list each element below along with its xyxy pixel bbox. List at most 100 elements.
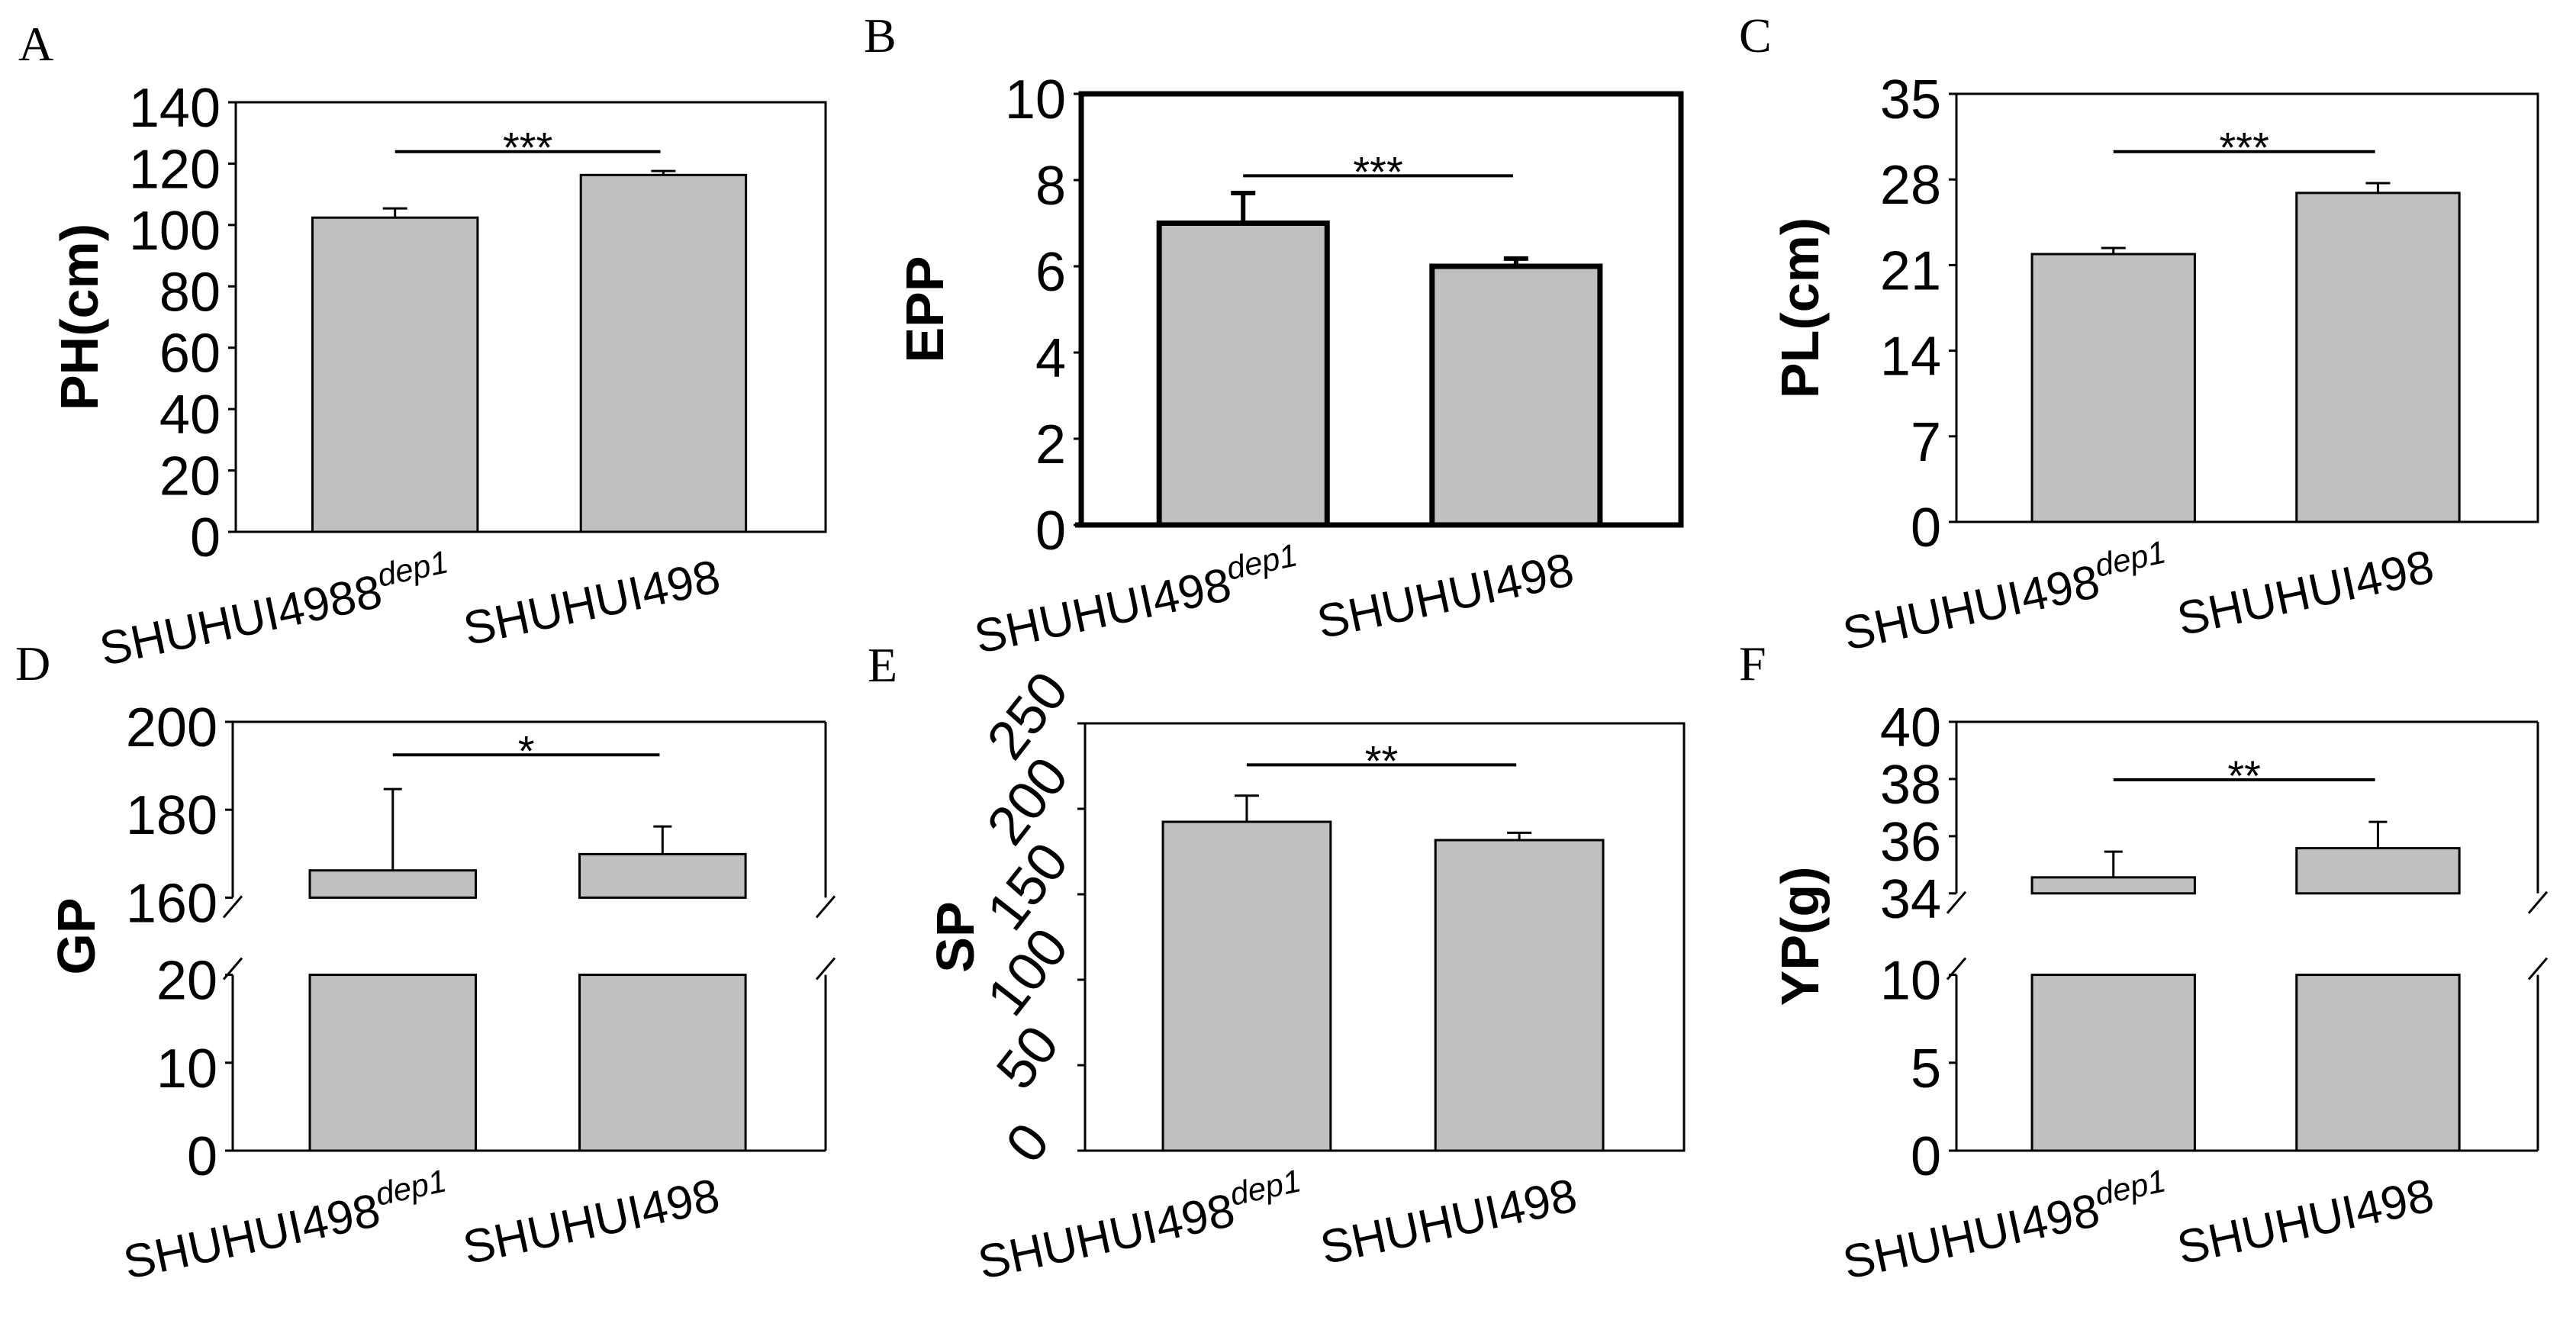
axis-break-mark: [815, 957, 836, 981]
y-tick-label: 21: [1880, 240, 1941, 301]
y-tick-label: 80: [159, 262, 221, 323]
x-category-label: SHUHUI4988dep1: [94, 543, 456, 676]
category-name: SHUHUI498: [459, 550, 725, 655]
y-tick-label: 250: [975, 661, 1080, 771]
category-name: SHUHUI498: [1838, 555, 2104, 661]
category-name: SHUHUI498: [974, 1184, 1239, 1290]
y-tick-label: 180: [126, 785, 217, 846]
category-superscript: dep1: [372, 1162, 449, 1212]
y-tick-label: 200: [126, 697, 217, 758]
category-superscript: dep1: [1227, 1162, 1304, 1212]
category-name: SHUHUI498: [1838, 1184, 2104, 1290]
category-name: SHUHUI498: [1316, 1169, 1582, 1274]
y-axis-title: SP: [926, 901, 985, 972]
x-category-label: SHUHUI498dep1: [968, 536, 1305, 664]
y-tick-label: 5: [1911, 1038, 1941, 1100]
category-name: SHUHUI498: [1312, 543, 1578, 649]
bar-lower-segment: [578, 974, 747, 1152]
bar: [578, 852, 747, 899]
y-axis-title: YP(g): [1770, 867, 1830, 1006]
y-tick-label: 10: [1880, 951, 1941, 1012]
panel-letter: F: [1739, 636, 1766, 691]
category-name: SHUHUI498: [119, 1184, 385, 1290]
panel-letter: E: [868, 638, 897, 692]
x-category-label: SHUHUI498: [2173, 540, 2439, 646]
y-tick-label: 2: [1035, 414, 1066, 475]
bar-lower-segment: [308, 974, 478, 1152]
significance-stars: ***: [1353, 147, 1402, 195]
x-category-label: SHUHUI498dep1: [1837, 1162, 2174, 1290]
y-tick-label: 0: [1911, 1126, 1941, 1187]
x-category-label: SHUHUI498dep1: [972, 1162, 1309, 1290]
bar: [579, 173, 748, 533]
bar: [2295, 847, 2461, 895]
bar: [2295, 192, 2461, 523]
significance-stars: ***: [503, 124, 552, 172]
bar: [2030, 876, 2196, 895]
y-tick-label: 14: [1880, 327, 1941, 388]
y-tick-label: 34: [1880, 869, 1941, 930]
axis-break-mark: [815, 895, 836, 919]
y-tick-label: 35: [1880, 69, 1941, 130]
y-tick-label: 140: [129, 78, 221, 139]
x-category-label: SHUHUI498dep1: [1837, 533, 2174, 661]
panel-letter: A: [18, 17, 53, 71]
category-superscript: dep1: [2091, 1162, 2169, 1212]
category-name: SHUHUI498: [2173, 540, 2439, 646]
category-superscript: dep1: [2091, 533, 2169, 583]
bar: [1434, 839, 1605, 1152]
x-category-label: SHUHUI498: [459, 1169, 724, 1274]
y-tick-label: 36: [1880, 812, 1941, 873]
category-name: SHUHUI4988: [95, 565, 387, 677]
panel-d: D GP 160 180 200 0 10 20 SHUHUI498dep1 SHUHUI498 *: [15, 636, 836, 1290]
y-tick-label: 40: [159, 385, 221, 446]
category-superscript: dep1: [1223, 536, 1300, 586]
y-tick-label: 0: [190, 507, 221, 568]
axis-break-mark: [1946, 890, 1967, 914]
category-superscript: dep1: [374, 543, 451, 593]
panel-b: B EPP 0 2 4 6 8 10 SHUHUI498dep1 SHUHUI498 ***: [864, 8, 1684, 664]
panel-letter: B: [864, 8, 897, 63]
axis-break-mark: [2527, 890, 2549, 914]
significance-stars: *: [518, 726, 535, 774]
y-tick-label: 4: [1035, 328, 1066, 389]
y-tick-label: 0: [1911, 497, 1941, 559]
y-tick-label: 8: [1035, 156, 1066, 217]
y-tick-label: 40: [1880, 697, 1941, 758]
significance-stars: ***: [2219, 124, 2268, 172]
bar: [1429, 263, 1603, 528]
y-tick-label: 160: [126, 873, 217, 934]
y-tick-label: 6: [1035, 242, 1066, 303]
y-tick-label: 100: [129, 201, 221, 262]
x-category-label: SHUHUI498: [459, 550, 725, 655]
y-axis-title: EPP: [895, 256, 955, 362]
bar: [1156, 221, 1330, 528]
y-tick-label: 38: [1880, 755, 1941, 816]
x-category-label: SHUHUI498: [2173, 1169, 2439, 1274]
significance-stars: **: [1365, 736, 1399, 784]
y-axis-title: GP: [47, 897, 106, 974]
y-tick-label: 50: [985, 1015, 1071, 1100]
panel-letter: C: [1739, 8, 1772, 63]
category-name: SHUHUI498: [459, 1169, 724, 1274]
x-category-label: SHUHUI498dep1: [118, 1162, 454, 1290]
y-tick-label: 20: [156, 951, 217, 1012]
y-axis-title: PL(cm): [1770, 217, 1830, 398]
y-tick-label: 10: [156, 1038, 217, 1100]
axis-break-mark: [222, 895, 243, 919]
bar-lower-segment: [2295, 974, 2461, 1152]
y-tick-label: 60: [159, 324, 221, 385]
bar: [311, 216, 479, 533]
y-tick-label: 7: [1911, 412, 1941, 473]
axis-break-mark: [2527, 957, 2549, 981]
y-tick-label: 120: [129, 139, 221, 200]
y-tick-label: 0: [1035, 501, 1066, 562]
significance-stars: **: [2227, 752, 2261, 800]
y-tick-label: 28: [1880, 155, 1941, 216]
y-tick-label: 0: [994, 1113, 1061, 1174]
y-tick-label: 20: [159, 446, 221, 507]
category-name: SHUHUI498: [2173, 1169, 2439, 1274]
